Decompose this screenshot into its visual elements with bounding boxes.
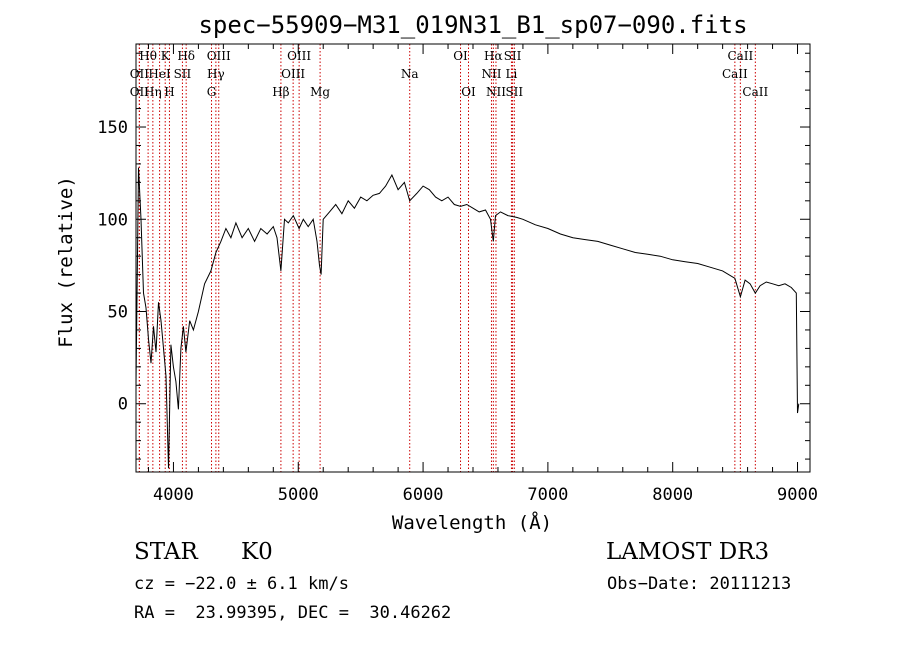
spectral-line-label: G <box>207 85 217 99</box>
spectral-line-label: HeI <box>148 67 171 81</box>
redshift-readout: cz = −22.0 ± 6.1 km/s <box>134 574 349 594</box>
x-tick-label: 5000 <box>278 485 319 505</box>
survey-name: LAMOST DR3 <box>606 539 770 565</box>
spectral-line-label: Hγ <box>207 67 225 81</box>
x-tick-label: 8000 <box>652 485 693 505</box>
coordinates-readout: RA = 23.99395, DEC = 30.46262 <box>134 603 452 623</box>
spectral-line-label: NII <box>481 67 501 81</box>
spectral-line-label: Hα <box>484 49 503 63</box>
y-tick-label: 100 <box>97 210 128 230</box>
spectral-line-markers <box>138 44 756 472</box>
spectral-line-label: SII <box>505 85 523 99</box>
spectral-line-label: OII <box>130 67 150 81</box>
spectral-line-label: Li <box>506 67 518 81</box>
plot-frame <box>135 43 811 473</box>
object-subclass: K0 <box>241 539 273 565</box>
chart-title: spec−55909−M31_019N31_B1_sp07−090.fits <box>198 11 747 39</box>
spectral-line-label: Hθ <box>139 49 157 63</box>
spectral-line-label: Hη <box>144 85 162 99</box>
object-class: STAR <box>134 539 198 565</box>
spectral-line-label: CaII <box>722 67 748 81</box>
y-axis: 0 50 100 150 <box>97 52 810 460</box>
flux-series-line <box>135 167 800 469</box>
spectral-line-label: SII <box>174 67 192 81</box>
spectral-line-label: OIII <box>207 49 231 63</box>
spectral-line-label: NII <box>486 85 506 99</box>
spectral-line-label: Hβ <box>272 85 289 99</box>
spectral-line-label: OII <box>130 85 150 99</box>
spectral-line-label: OIII <box>281 67 305 81</box>
spectral-line-label: SII <box>504 49 522 63</box>
x-tick-label: 6000 <box>403 485 444 505</box>
spectral-line-label: Na <box>401 67 419 81</box>
spectral-line-label: Hδ <box>177 49 195 63</box>
y-tick-label: 50 <box>108 303 128 323</box>
x-tick-label: 4000 <box>153 485 194 505</box>
y-axis-label: Flux (relative) <box>55 176 77 348</box>
x-axis-label: Wavelength (Å) <box>392 511 552 534</box>
x-tick-label: 9000 <box>777 485 818 505</box>
spectral-line-label: CaII <box>727 49 753 63</box>
y-tick-label: 150 <box>97 118 128 138</box>
x-axis: 4000 5000 6000 7000 8000 9000 <box>147 44 818 505</box>
y-tick-label: 0 <box>118 395 128 415</box>
spectral-line-label: OIII <box>287 49 311 63</box>
observation-date: Obs−Date: 20111213 <box>607 574 792 594</box>
spectral-line-label: OI <box>453 49 468 63</box>
spectral-line-label: CaII <box>742 85 768 99</box>
spectral-line-label: K <box>161 49 171 63</box>
spectral-line-label: H <box>164 85 174 99</box>
spectral-line-label: OI <box>461 85 476 99</box>
x-tick-label: 7000 <box>527 485 568 505</box>
spectral-line-label: Mg <box>310 85 330 99</box>
